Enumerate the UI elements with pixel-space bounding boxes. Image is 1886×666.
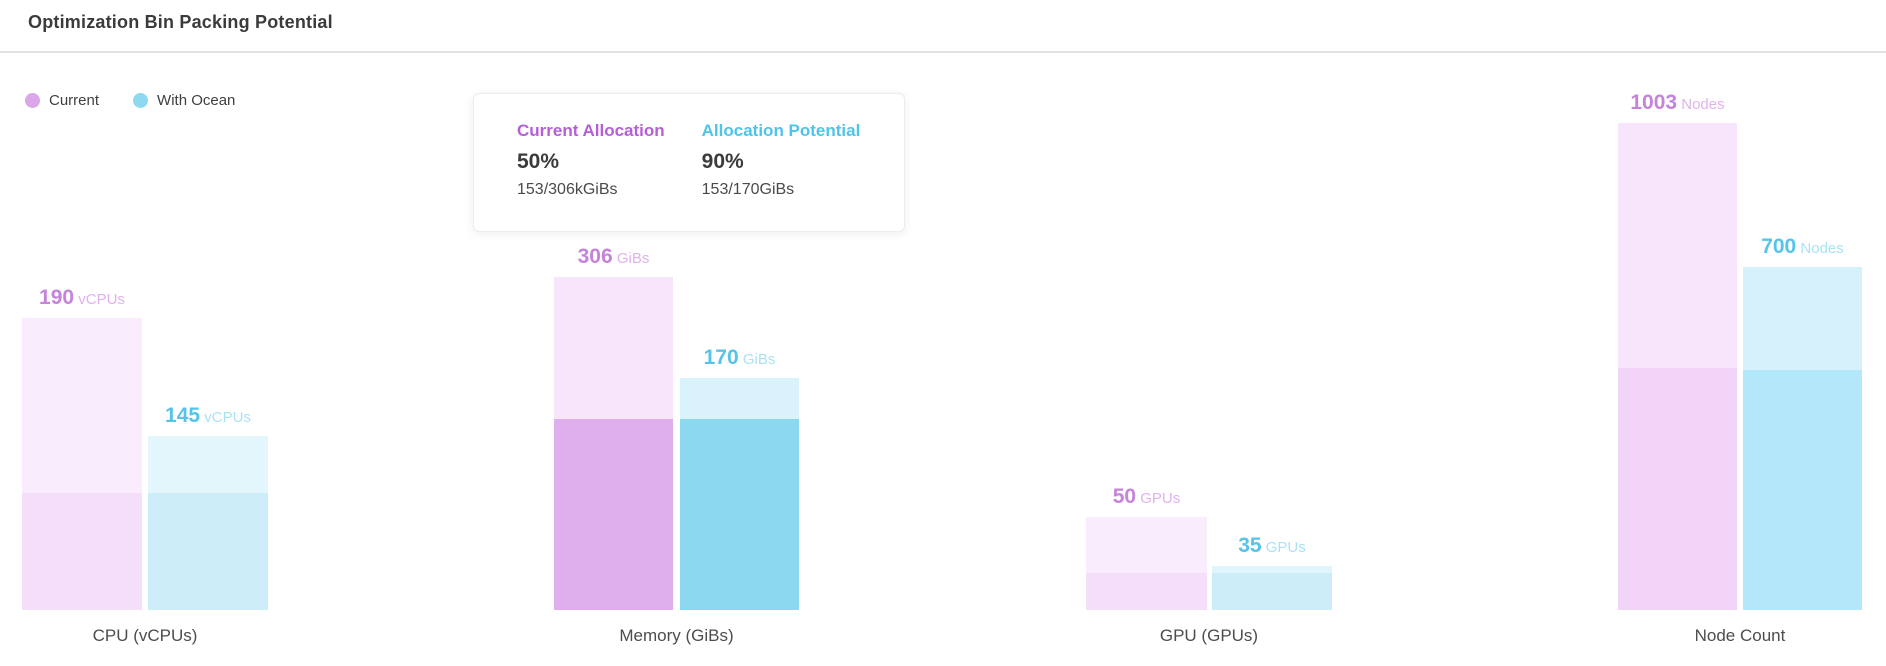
bar-value: 170 — [703, 346, 739, 369]
bar-used-segment-with-ocean-memory — [680, 419, 799, 610]
bar-value: 190 — [39, 286, 75, 309]
bar-value: 145 — [165, 404, 201, 427]
tooltip-allocation-potential: Allocation Potential 90% 153/170GiBs — [702, 121, 861, 231]
panel-header: Optimization Bin Packing Potential — [0, 0, 1886, 53]
bar-current-gpu[interactable] — [1086, 517, 1207, 610]
bar-value-label-with-ocean-memory: 170 GiBs — [630, 344, 850, 372]
bar-used-segment-current-gpu — [1086, 573, 1207, 610]
bar-unit: GPUs — [1261, 539, 1306, 556]
tooltip-percent: 50% — [517, 150, 560, 173]
chart-tooltip: Current Allocation 50% 153/306kGiBs Allo… — [473, 93, 905, 232]
axis-label-cpu: CPU (vCPUs) — [92, 626, 198, 645]
legend-dot-current-icon — [25, 93, 40, 108]
bar-value-label-with-ocean-gpu: 35 GPUs — [1162, 532, 1382, 560]
bar-value-label-current-gpu: 50 GPUs — [1037, 483, 1257, 511]
tooltip-percent: 90% — [701, 150, 744, 173]
bar-used-segment-current-nodes — [1618, 368, 1737, 610]
bar-current-cpu[interactable] — [22, 318, 142, 610]
bar-used-segment-current-memory — [554, 419, 673, 610]
bar-current-memory[interactable] — [554, 277, 673, 610]
bar-value: 1003 — [1630, 91, 1678, 114]
bar-value-label-with-ocean-nodes: 700 Nodes — [1693, 233, 1886, 261]
bar-value: 50 — [1112, 485, 1137, 508]
tooltip-current-allocation: Current Allocation 50% 153/306kGiBs — [517, 121, 665, 231]
bar-unit: GiBs — [612, 250, 650, 267]
tooltip-column-title: Current Allocation — [517, 121, 665, 140]
axis-label-memory: Memory (GiBs) — [619, 626, 734, 645]
page-title: Optimization Bin Packing Potential — [28, 12, 333, 32]
bar-value-label-current-nodes: 1003 Nodes — [1568, 89, 1788, 117]
bar-used-segment-with-ocean-cpu — [148, 493, 268, 610]
bar-with-ocean-memory[interactable] — [680, 378, 799, 610]
legend-item-with-ocean[interactable]: With Ocean — [133, 92, 235, 109]
bar-unit: vCPUs — [74, 291, 125, 308]
bar-unit: GPUs — [1136, 490, 1181, 507]
axis-label-nodes: Node Count — [1694, 626, 1786, 645]
bar-with-ocean-gpu[interactable] — [1212, 566, 1332, 610]
tooltip-detail: 153/306kGiBs — [517, 181, 618, 198]
bar-unit: vCPUs — [200, 409, 251, 426]
bar-unit: Nodes — [1677, 96, 1725, 113]
tooltip-detail: 153/170GiBs — [701, 181, 795, 198]
bar-value: 306 — [577, 245, 613, 268]
axis-label-gpu: GPU (GPUs) — [1159, 626, 1259, 645]
legend-label: Current — [49, 92, 100, 109]
bar-with-ocean-cpu[interactable] — [148, 436, 268, 610]
legend-dot-with-ocean-icon — [133, 93, 149, 108]
bar-value-label-current-cpu: 190 vCPUs — [0, 284, 192, 312]
bar-unit: GiBs — [738, 351, 776, 368]
tooltip-column-title: Allocation Potential — [701, 121, 861, 140]
bar-used-segment-with-ocean-gpu — [1212, 573, 1332, 610]
bar-used-segment-with-ocean-nodes — [1743, 370, 1862, 610]
bar-value-label-with-ocean-cpu: 145 vCPUs — [98, 402, 318, 430]
bar-with-ocean-nodes[interactable] — [1743, 267, 1862, 610]
bar-value: 700 — [1761, 235, 1797, 258]
chart-legend: Current With Ocean — [25, 92, 235, 109]
bar-value: 35 — [1238, 534, 1262, 557]
bar-value-label-current-memory: 306 GiBs — [504, 243, 724, 271]
bar-used-segment-current-cpu — [22, 493, 142, 610]
bar-unit: Nodes — [1796, 240, 1844, 257]
bar-current-nodes[interactable] — [1618, 123, 1737, 610]
legend-label: With Ocean — [157, 92, 236, 109]
legend-item-current[interactable]: Current — [25, 92, 99, 109]
